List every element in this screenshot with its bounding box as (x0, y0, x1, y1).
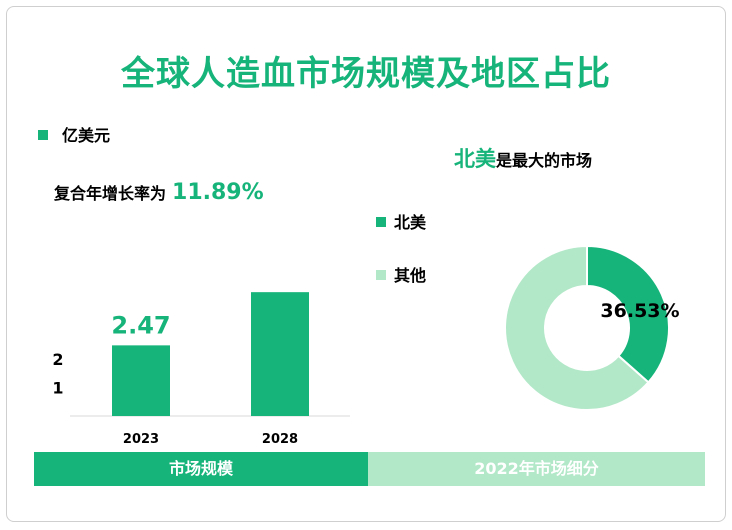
tab-market-breakdown: 2022年市场细分 (368, 452, 705, 486)
legend-swatch-other (376, 269, 386, 280)
tab-market-size: 市场规模 (34, 452, 368, 486)
donut-slice-1 (504, 244, 650, 411)
card-frame (6, 6, 726, 522)
legend-item-north-america: 北美 (376, 209, 426, 233)
bar-2028 (251, 292, 309, 416)
legend-label-north-america: 北美 (394, 213, 427, 232)
unit-legend-swatch (38, 129, 48, 140)
donut-slice-0 (586, 244, 670, 384)
legend-item-other: 其他 (376, 262, 426, 286)
headline-region: 北美 (454, 147, 496, 171)
cagr-value: 11.89% (172, 180, 264, 205)
headline-text: 是最大的市场 (496, 151, 593, 170)
donut-value-label: 36.53% (600, 300, 679, 322)
page-title: 全球人造血市场规模及地区占比 (121, 54, 611, 94)
y-tick-label: 2 (52, 350, 63, 369)
cagr-line: 复合年增长率为 11.89% (54, 180, 264, 205)
cagr-label: 复合年增长率为 (54, 184, 167, 203)
unit-label: 亿美元 (62, 126, 111, 145)
bar-data-label-2023: 2.47 (111, 311, 170, 339)
legend-swatch-north-america (376, 216, 386, 227)
y-tick-label: 1 (52, 378, 63, 397)
legend-label-other: 其他 (394, 266, 427, 285)
unit-legend: 亿美元 (38, 122, 110, 146)
bar-2023 (112, 345, 170, 416)
x-tick-label-2023: 2023 (123, 432, 159, 447)
pie-headline: 北美是最大的市场 (454, 143, 592, 173)
x-tick-label-2028: 2028 (262, 432, 298, 447)
